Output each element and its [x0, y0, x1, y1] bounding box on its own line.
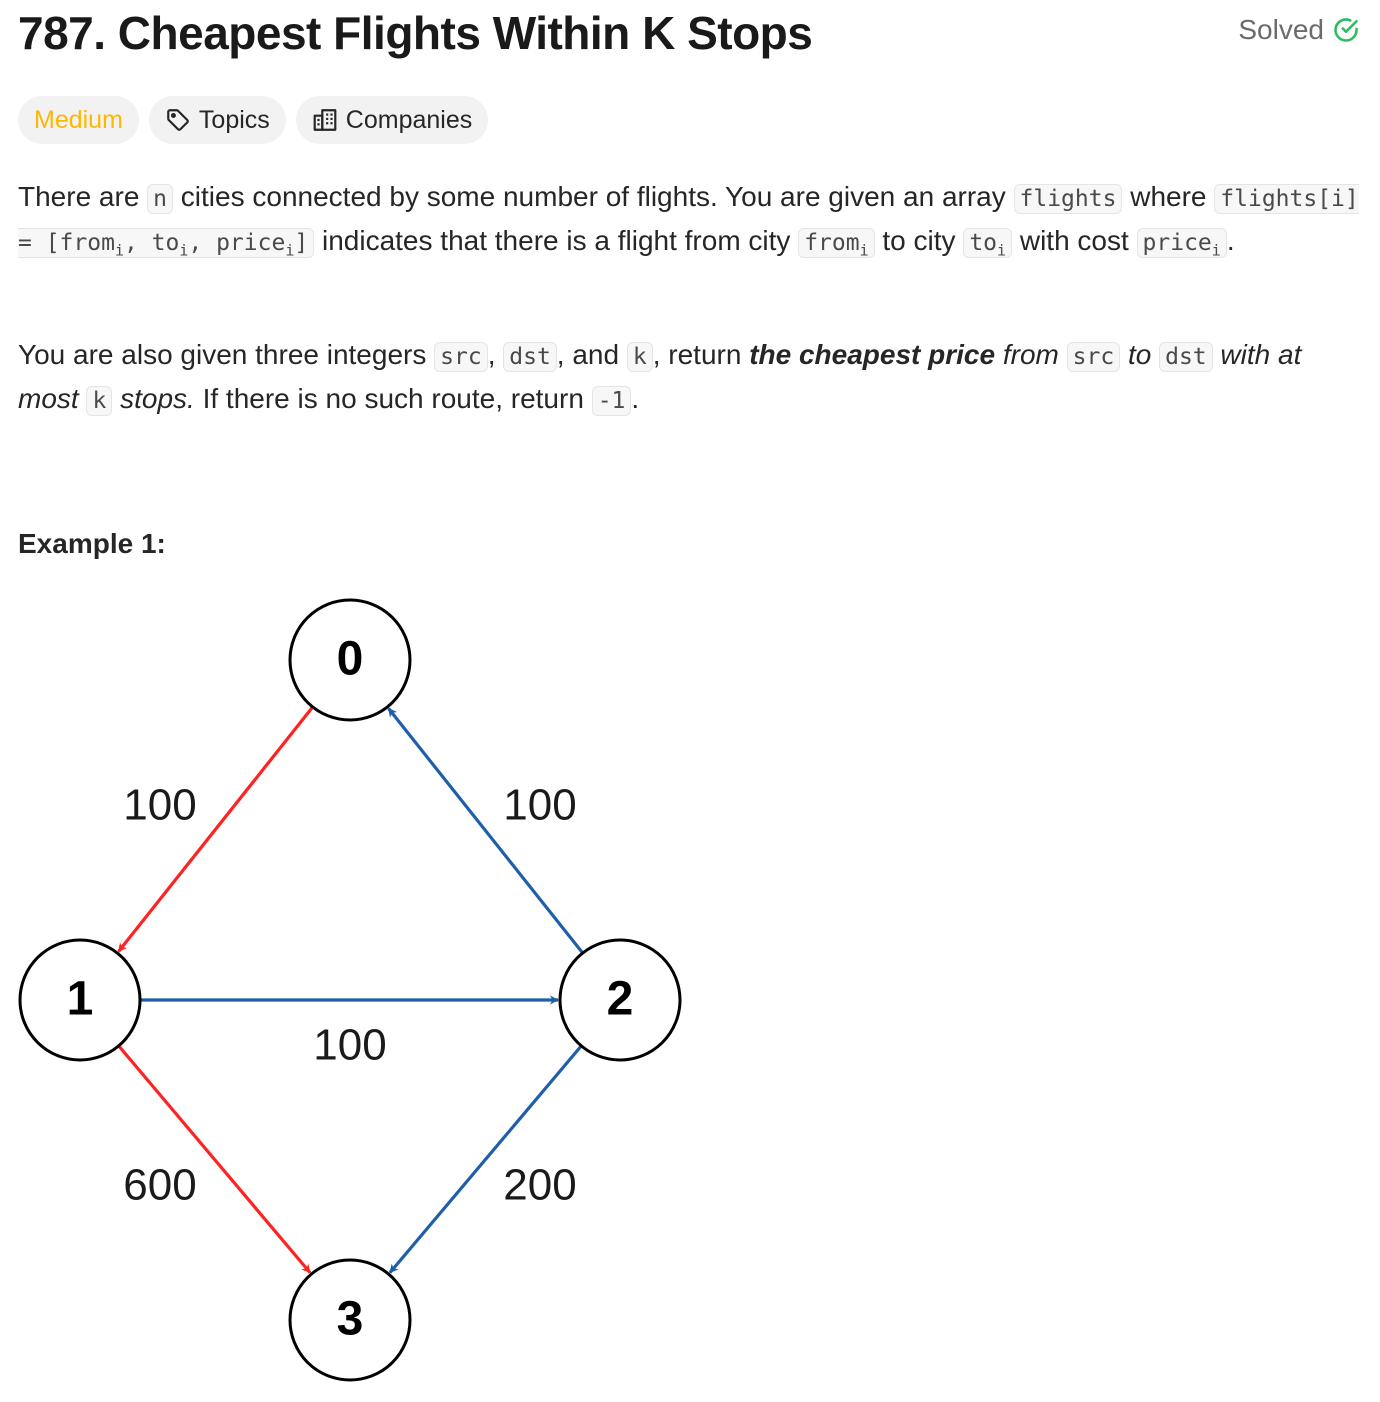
code-from: fromi — [798, 228, 875, 260]
edge-2-to-3 — [388, 1044, 583, 1274]
difficulty-badge: Medium — [18, 96, 139, 144]
topics-label: Topics — [198, 105, 270, 134]
bold-cheapest-price: the cheapest price — [749, 339, 996, 370]
code-flights: flights — [1013, 184, 1123, 214]
code-k: k — [626, 342, 653, 372]
description-paragraph-1: There are n cities connected by some num… — [18, 181, 1359, 260]
difficulty-label: Medium — [34, 105, 123, 134]
edge-label-2-to-0: 100 — [503, 781, 576, 830]
example-graph-diagram: 100 100 100 600 200 0 1 2 3 — [18, 598, 682, 1382]
code-src-2: src — [1066, 342, 1121, 372]
code-src: src — [434, 342, 488, 372]
node-0 — [288, 598, 412, 722]
code-dst-2: dst — [1159, 342, 1213, 372]
node-label-1: 1 — [67, 973, 94, 1026]
tag-row: Medium Topics Companies — [18, 96, 489, 144]
edge-2-to-0 — [387, 707, 584, 955]
code-to: toi — [963, 228, 1013, 260]
edge-1-to-3 — [117, 1044, 312, 1274]
node-2 — [558, 938, 682, 1062]
tag-icon — [167, 109, 189, 131]
edge-0-to-1 — [117, 705, 314, 953]
node-3 — [288, 1258, 412, 1382]
check-circle-icon — [1334, 18, 1358, 42]
companies-label: Companies — [345, 105, 473, 134]
code-k-2: k — [86, 386, 113, 416]
example-1-title: Example 1: — [18, 528, 166, 559]
description-paragraph-2: You are also given three integers src, d… — [18, 339, 1302, 416]
node-label-0: 0 — [337, 633, 364, 686]
code-dst: dst — [503, 342, 557, 372]
code-minus-one: -1 — [591, 386, 632, 416]
node-label-3: 3 — [337, 1293, 364, 1346]
problem-title: 787. Cheapest Flights Within K Stops — [18, 7, 813, 59]
edge-label-0-to-1: 100 — [123, 781, 196, 830]
building-icon — [313, 109, 337, 131]
code-n: n — [147, 184, 174, 214]
edge-label-1-to-3: 600 — [123, 1161, 196, 1210]
topics-button[interactable]: Topics — [148, 96, 286, 144]
companies-button[interactable]: Companies — [295, 96, 489, 144]
nodes-layer: 0 1 2 3 — [18, 598, 682, 1382]
edge-label-1-to-2: 100 — [313, 1021, 386, 1070]
node-label-2: 2 — [607, 973, 634, 1026]
node-1 — [18, 938, 142, 1062]
edge-label-2-to-3: 200 — [503, 1161, 576, 1210]
code-price: pricei — [1136, 228, 1227, 260]
solved-status: Solved — [1238, 14, 1360, 46]
edges-layer: 100 100 100 600 200 — [117, 705, 584, 1274]
solved-label: Solved — [1238, 14, 1324, 45]
